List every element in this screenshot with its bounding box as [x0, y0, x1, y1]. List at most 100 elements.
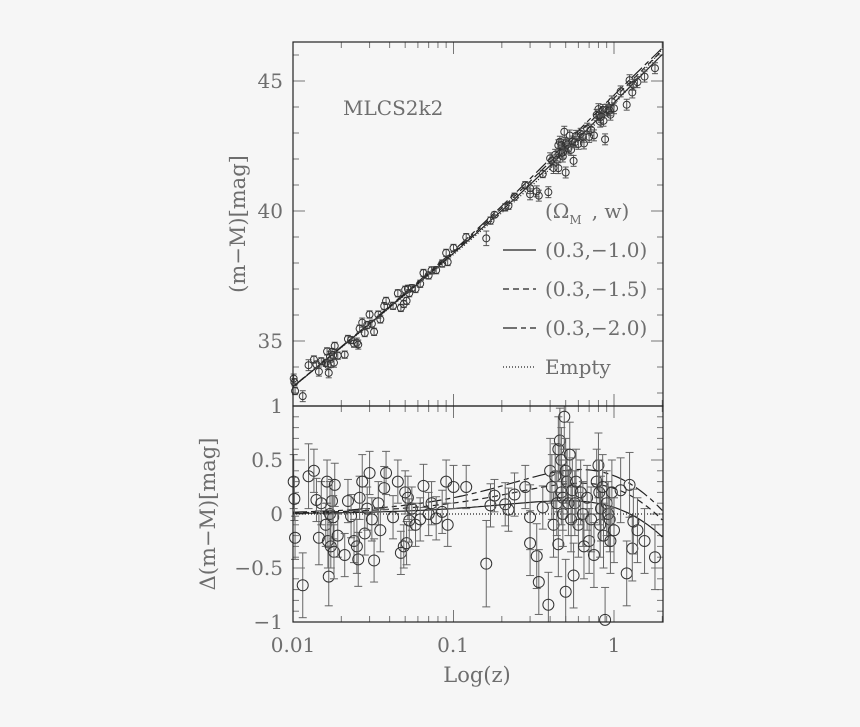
residual-point: [614, 484, 627, 497]
x-tick-label-0.01: 0.01: [271, 633, 316, 657]
y-axis-title-bottom: Δ(m−M)[mag]: [196, 438, 220, 591]
data-point: [304, 361, 313, 370]
data-point: [416, 279, 425, 288]
data-point: [374, 310, 383, 319]
data-point: [640, 72, 649, 81]
residual-point: [350, 540, 363, 553]
residual-point: [352, 553, 365, 566]
residual-point: [417, 479, 430, 492]
data-point: [363, 321, 372, 330]
axis-ticks: [292, 42, 663, 623]
residual-point: [338, 549, 351, 562]
data-point: [534, 191, 543, 200]
data-point: [329, 358, 338, 367]
data-point: [442, 248, 451, 257]
data-point: [330, 341, 339, 350]
residual-point: [331, 529, 344, 542]
data-point: [486, 216, 495, 225]
data-point: [354, 340, 363, 349]
legend-label-w-1.5: (0.3,−1.5): [545, 277, 647, 301]
residual-point: [348, 535, 361, 547]
residual-point: [287, 475, 300, 488]
residual-point: [559, 585, 572, 598]
residual-point: [400, 537, 413, 550]
residual-point: [365, 513, 378, 526]
legend-header: (ΩM , w): [545, 199, 629, 227]
data-point: [314, 367, 323, 376]
data-point: [633, 78, 642, 87]
residual-point: [296, 579, 309, 592]
residual-point: [566, 484, 579, 497]
data-point: [589, 131, 598, 140]
data-point: [560, 127, 569, 136]
data-point: [402, 296, 411, 305]
data-point: [585, 132, 594, 141]
residual-point: [536, 501, 549, 514]
residual-point: [289, 531, 302, 544]
residual-point: [599, 613, 612, 626]
residual-point: [552, 538, 565, 551]
residual-point: [361, 502, 374, 515]
residual-point: [563, 448, 576, 461]
y-tick-label-neg0.5: −0.5: [234, 556, 283, 580]
residual-point: [524, 537, 537, 550]
residual-point: [374, 524, 387, 537]
data-point: [443, 258, 452, 267]
residual-point: [480, 557, 493, 570]
residual-point: [378, 482, 391, 495]
residual-point: [542, 598, 555, 611]
data-point: [290, 378, 299, 387]
residual-point: [425, 497, 438, 510]
y-tick-label-40: 40: [258, 199, 283, 223]
data-point: [358, 318, 367, 327]
residual-point: [530, 550, 543, 563]
residual-point: [585, 513, 598, 526]
y-tick-label-0.5: 0.5: [251, 448, 283, 472]
residual-point: [399, 486, 412, 499]
data-point: [427, 266, 436, 275]
residual-point: [623, 478, 636, 491]
legend-label-w-2.0: (0.3,−2.0): [545, 316, 647, 340]
data-point: [438, 259, 447, 268]
data-point: [324, 368, 333, 377]
residual-point: [397, 540, 410, 553]
data-point: [309, 355, 318, 364]
residual-point: [488, 489, 501, 502]
data-point: [504, 201, 513, 210]
residual-point: [567, 569, 580, 582]
data-point: [449, 243, 458, 252]
residual-point: [353, 491, 366, 504]
residual-point: [460, 481, 473, 493]
residual-point: [288, 492, 301, 505]
data-point: [650, 64, 659, 73]
data-point: [317, 357, 326, 366]
data-point: [526, 190, 535, 199]
residual-point: [604, 535, 617, 547]
data-point: [628, 88, 637, 97]
data-point: [291, 387, 300, 396]
legend-label-w-1.0: (0.3,−1.0): [545, 238, 647, 262]
data-point: [579, 139, 588, 148]
data-point: [365, 310, 374, 319]
legend: (ΩM , w) (0.3,−1.0) (0.3,−1.5) (0.3,−2.0)…: [503, 199, 647, 379]
legend-header-subscript: M: [569, 213, 581, 227]
data-point: [376, 315, 385, 324]
residual-point: [414, 513, 427, 526]
residual-point: [391, 475, 404, 488]
data-points-top: [289, 62, 659, 403]
residual-point: [307, 464, 320, 477]
residual-point: [441, 518, 454, 531]
data-point: [352, 338, 361, 347]
data-point: [567, 145, 576, 154]
data-point: [610, 104, 618, 113]
data-point: [462, 233, 471, 242]
data-point: [298, 392, 307, 401]
residual-point: [345, 510, 358, 523]
data-point: [552, 155, 561, 164]
y-tick-label-0: 0: [270, 502, 283, 526]
data-point: [616, 87, 625, 96]
y-tick-label-1: 1: [270, 394, 283, 418]
data-point: [538, 170, 547, 179]
